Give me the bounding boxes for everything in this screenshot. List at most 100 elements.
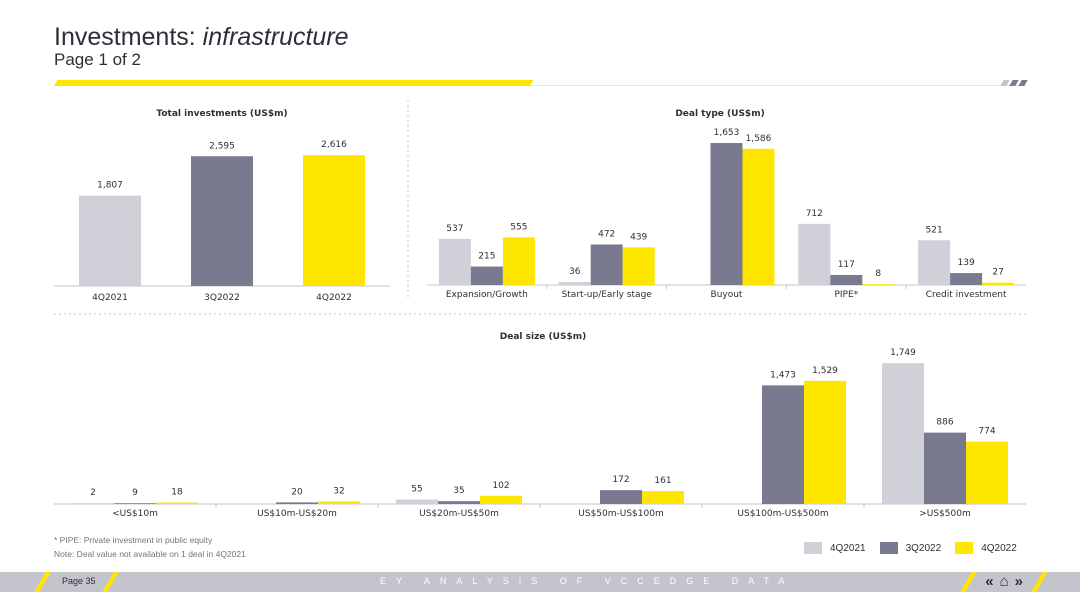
deal-type-bar-start-up-early-stage-4q2021 <box>558 281 591 285</box>
data-label: 36 <box>569 267 581 277</box>
deal-size-bar-us-10m-4q2022 <box>156 502 198 504</box>
footer-brand: EY ANALYSIS OF VCCEDGE DATA <box>380 576 795 586</box>
data-label: 35 <box>453 486 464 496</box>
legend-item-4q2021: 4Q2021 <box>804 542 866 554</box>
deal-size-bar-us-500m-4q2021 <box>882 363 924 504</box>
deal-size-bar-us-100m-us-500m-4q2022 <box>804 380 846 504</box>
legend-item-3q2022: 3Q2022 <box>879 542 942 554</box>
data-label: 172 <box>612 475 629 485</box>
x-tick-label: 4Q2022 <box>316 293 352 303</box>
data-label: 1,749 <box>890 348 916 358</box>
deal-type-bar-pipe-3q2022 <box>830 274 863 285</box>
data-label: 18 <box>171 488 183 498</box>
data-label: 472 <box>598 229 615 239</box>
footnote-pipe: * PIPE: Private investment in public equ… <box>54 535 213 545</box>
deal-size-bar-us-20m-us-50m-4q2022 <box>480 495 522 504</box>
legend-swatch <box>804 542 822 554</box>
data-label: 215 <box>478 252 495 262</box>
bar-3q2022 <box>191 156 253 286</box>
x-tick-label: US$100m-US$500m <box>737 509 828 519</box>
chart-title: Deal size (US$m) <box>500 332 586 342</box>
deal-type-bar-buyout-4q2022 <box>742 148 775 285</box>
data-label: 439 <box>630 232 647 242</box>
previous-page-icon[interactable]: « <box>985 573 994 590</box>
deal-size-bar-us-10m-3q2022 <box>114 503 156 504</box>
x-tick-label: 3Q2022 <box>204 293 240 303</box>
footer-accent <box>960 572 978 592</box>
bar-4q2022 <box>303 155 365 286</box>
deal-type-bar-credit-investment-3q2022 <box>950 273 983 285</box>
data-label: 55 <box>411 485 422 495</box>
page-number: Page 35 <box>62 576 96 586</box>
data-label: 20 <box>291 487 303 497</box>
x-tick-label: <US$10m <box>112 509 158 519</box>
chart-title: Total investments (US$m) <box>156 109 287 119</box>
x-tick-label: Start-up/Early stage <box>562 290 653 300</box>
data-label: 712 <box>806 209 823 219</box>
title-italic: infrastructure <box>202 23 349 51</box>
data-label: 521 <box>926 225 943 235</box>
deal-size-bar-us-100m-us-500m-3q2022 <box>762 385 804 504</box>
deal-size-bar-us-10m-4q2021 <box>72 503 114 504</box>
footer-nav: « ⌂ » <box>960 572 1048 592</box>
page-footer: Page 35 EY ANALYSIS OF VCCEDGE DATA « ⌂ … <box>0 572 1080 592</box>
data-label: 1,473 <box>770 370 796 380</box>
data-label: 117 <box>838 260 855 270</box>
x-tick-label: US$10m-US$20m <box>257 509 337 519</box>
deal-size-bar-us-20m-us-50m-4q2021 <box>396 499 438 504</box>
deal-size-bar-us-10m-us-20m-3q2022 <box>276 502 318 504</box>
legend-item-4q2022: 4Q2022 <box>955 542 1017 554</box>
bar-4q2021 <box>79 195 141 286</box>
footer-accent <box>34 572 51 592</box>
legend-label: 3Q2022 <box>905 542 942 554</box>
deal-size-bar-us-500m-4q2022 <box>966 441 1008 504</box>
charts-canvas: Total investments (US$m) 1,807 4Q2021 2,595… <box>54 100 1026 519</box>
x-tick-label: US$20m-US$50m <box>419 509 499 519</box>
data-label: 1,653 <box>714 128 740 138</box>
legend-swatch <box>879 542 898 554</box>
data-label: 2,595 <box>209 141 235 151</box>
data-label: 2,616 <box>321 140 347 150</box>
deal-size-bar-us-20m-us-50m-3q2022 <box>438 501 480 504</box>
deal-type-bar-start-up-early-stage-4q2022 <box>622 247 655 285</box>
deal-type-bar-credit-investment-4q2021 <box>918 240 951 285</box>
data-label: 886 <box>936 418 953 428</box>
page-subtitle: Page 1 of 2 <box>54 50 141 69</box>
legend-label: 4Q2021 <box>830 542 866 554</box>
data-label: 1,586 <box>746 134 772 144</box>
x-tick-label: Credit investment <box>926 290 1007 300</box>
data-label: 8 <box>875 269 881 279</box>
deal-type-bar-pipe-4q2022 <box>862 284 895 285</box>
x-tick-label: >US$500m <box>919 509 971 519</box>
home-icon[interactable]: ⌂ <box>999 573 1009 590</box>
header-divider <box>54 85 1026 86</box>
deal-size-bar-us-500m-3q2022 <box>924 432 966 504</box>
deal-size-bar-us-50m-us-100m-4q2022 <box>642 491 684 504</box>
next-page-icon[interactable]: » <box>1014 573 1023 590</box>
deal-type-bar-pipe-4q2021 <box>798 223 831 285</box>
footer-accent <box>1031 572 1048 592</box>
data-label: 102 <box>492 481 509 491</box>
legend-label: 4Q2022 <box>981 542 1017 554</box>
data-label: 161 <box>654 476 671 486</box>
footnote-note: Note: Deal value not available on 1 deal… <box>54 549 246 559</box>
deal-type-bar-start-up-early-stage-3q2022 <box>590 244 623 285</box>
deal-size-bar-us-50m-us-100m-3q2022 <box>600 490 642 504</box>
data-label: 9 <box>132 488 138 498</box>
page-title: Investments: infrastructure <box>54 22 349 52</box>
deal-type-bar-expansion-growth-4q2022 <box>502 237 535 285</box>
x-tick-label: PIPE* <box>834 290 858 300</box>
deal-type-bar-expansion-growth-4q2021 <box>438 238 471 285</box>
x-tick-label: US$50m-US$100m <box>578 509 663 519</box>
deal-size-bar-us-10m-us-20m-4q2022 <box>318 501 360 504</box>
deal-type-bar-buyout-3q2022 <box>710 143 743 285</box>
data-label: 537 <box>446 224 463 234</box>
data-label: 139 <box>958 258 975 268</box>
x-tick-label: 4Q2021 <box>92 293 128 303</box>
chart-title: Deal type (US$m) <box>675 109 764 119</box>
data-label: 27 <box>992 268 1003 278</box>
data-label: 555 <box>510 222 527 232</box>
data-label: 1,529 <box>812 366 838 376</box>
x-tick-label: Buyout <box>711 290 743 300</box>
footer-accent <box>102 572 119 592</box>
